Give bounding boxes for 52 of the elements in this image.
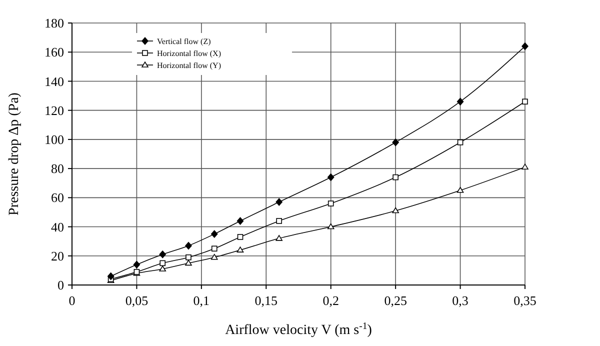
x-tick-label: 0,1: [193, 293, 210, 308]
x-tick-label: 0,2: [322, 293, 339, 308]
point: [236, 246, 244, 252]
y-tick-label: 120: [44, 102, 64, 118]
point: [237, 234, 244, 240]
y-tick-label: 140: [44, 74, 64, 89]
point: [327, 173, 334, 182]
y-tick-label: 160: [44, 44, 64, 60]
legend-label: Horizontal flow (X): [157, 48, 222, 58]
point: [522, 42, 528, 50]
y-tick-label: 40: [51, 219, 64, 234]
x-axis-title: Airflow velocity V (m s$^{-1}$): [225, 320, 372, 338]
x-tick-label: 0,25: [384, 293, 407, 308]
y-tick-label: 80: [51, 161, 64, 176]
point: [210, 230, 218, 238]
y-tick-label: 60: [51, 190, 64, 206]
point: [184, 242, 192, 250]
point: [392, 138, 400, 146]
point: [185, 260, 192, 266]
point: [456, 98, 464, 106]
point: [159, 266, 166, 272]
point: [522, 164, 528, 170]
point: [211, 246, 218, 252]
point: [276, 235, 282, 241]
legend-label: Vertical flow (Z): [157, 36, 212, 46]
point: [236, 216, 244, 225]
point: [328, 200, 334, 206]
point: [210, 254, 218, 260]
y-tick-label: 20: [51, 248, 64, 264]
x-tick-label: 0,3: [452, 293, 468, 308]
point: [107, 272, 114, 280]
y-tick-label: 180: [44, 16, 64, 31]
point: [276, 218, 282, 224]
point: [186, 254, 192, 260]
point: [276, 198, 283, 206]
point: [133, 260, 140, 269]
y-tick-label: 100: [44, 132, 64, 147]
point: [392, 207, 399, 214]
legend-label: Horizontal flow (Y): [157, 60, 222, 70]
point: [456, 186, 464, 193]
x-tick-label: 0: [68, 293, 76, 308]
point: [159, 250, 166, 258]
point: [160, 260, 166, 266]
x-tick-label: 0,05: [125, 293, 148, 308]
y-tick-label: 0: [58, 278, 64, 293]
x-tick-label: 0,35: [514, 293, 536, 308]
point: [392, 174, 398, 180]
x-tick-label: 0,15: [254, 293, 278, 308]
point: [522, 98, 528, 104]
point: [327, 223, 334, 230]
y-axis-title: Pressure drop Δp (Pa): [7, 92, 22, 216]
point: [457, 139, 464, 146]
